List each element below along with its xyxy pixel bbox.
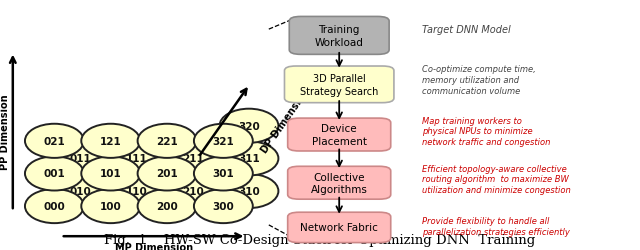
Text: 210: 210 bbox=[182, 186, 204, 196]
Text: 321: 321 bbox=[212, 136, 234, 146]
Text: MP Dimension: MP Dimension bbox=[115, 242, 193, 250]
Ellipse shape bbox=[163, 174, 222, 208]
Text: DP Dimension: DP Dimension bbox=[259, 86, 311, 154]
Ellipse shape bbox=[194, 124, 253, 158]
Ellipse shape bbox=[220, 142, 278, 176]
Text: 000: 000 bbox=[44, 201, 65, 211]
Ellipse shape bbox=[51, 174, 109, 208]
Text: 021: 021 bbox=[44, 136, 65, 146]
Text: 320: 320 bbox=[238, 121, 260, 131]
Text: 301: 301 bbox=[212, 169, 234, 179]
Text: 111: 111 bbox=[125, 154, 147, 164]
Ellipse shape bbox=[81, 189, 140, 223]
FancyBboxPatch shape bbox=[288, 212, 390, 242]
Text: Map training workers to
physical NPUs to minimize
network traffic and congestion: Map training workers to physical NPUs to… bbox=[422, 116, 551, 146]
Text: Network Fabric: Network Fabric bbox=[300, 222, 378, 232]
FancyBboxPatch shape bbox=[288, 166, 390, 199]
Text: Training
Workload: Training Workload bbox=[315, 25, 364, 48]
Text: 110: 110 bbox=[125, 186, 147, 196]
Text: 311: 311 bbox=[238, 154, 260, 164]
Text: Target DNN Model: Target DNN Model bbox=[422, 25, 511, 35]
Ellipse shape bbox=[107, 142, 166, 176]
Text: Collective
Algorithms: Collective Algorithms bbox=[311, 172, 367, 194]
Ellipse shape bbox=[81, 124, 140, 158]
FancyBboxPatch shape bbox=[289, 17, 389, 55]
Ellipse shape bbox=[81, 157, 140, 191]
Ellipse shape bbox=[163, 142, 222, 176]
Text: 3D Parallel
Strategy Search: 3D Parallel Strategy Search bbox=[300, 74, 378, 96]
Ellipse shape bbox=[51, 142, 109, 176]
Text: 221: 221 bbox=[156, 136, 178, 146]
Text: Efficient topology-aware collective
routing algorithm  to maximize BW
utilizatio: Efficient topology-aware collective rout… bbox=[422, 164, 571, 194]
Text: 101: 101 bbox=[100, 169, 122, 179]
Text: 200: 200 bbox=[156, 201, 178, 211]
Ellipse shape bbox=[25, 124, 84, 158]
Text: 011: 011 bbox=[69, 154, 91, 164]
Text: Device
Placement: Device Placement bbox=[312, 124, 367, 146]
FancyBboxPatch shape bbox=[288, 118, 390, 151]
Text: 211: 211 bbox=[182, 154, 204, 164]
Text: 010: 010 bbox=[69, 186, 91, 196]
Ellipse shape bbox=[220, 174, 278, 208]
Text: 100: 100 bbox=[100, 201, 122, 211]
Ellipse shape bbox=[25, 157, 84, 191]
Ellipse shape bbox=[25, 189, 84, 223]
Ellipse shape bbox=[138, 157, 196, 191]
Text: PP Dimension: PP Dimension bbox=[0, 94, 10, 170]
Ellipse shape bbox=[194, 157, 253, 191]
Ellipse shape bbox=[138, 124, 196, 158]
Text: 201: 201 bbox=[156, 169, 178, 179]
Text: 310: 310 bbox=[238, 186, 260, 196]
Text: 001: 001 bbox=[44, 169, 65, 179]
FancyBboxPatch shape bbox=[285, 67, 394, 103]
Ellipse shape bbox=[194, 189, 253, 223]
Text: 121: 121 bbox=[100, 136, 122, 146]
Text: Fig.  1    HW-SW Co-Design Stack for Optimizing DNN  Training: Fig. 1 HW-SW Co-Design Stack for Optimiz… bbox=[104, 233, 536, 246]
Text: Co-optimize compute time,
memory utilization and
communication volume: Co-optimize compute time, memory utiliza… bbox=[422, 65, 536, 95]
Text: 300: 300 bbox=[212, 201, 234, 211]
Text: Provide flexibility to handle all
parallelization strategies efficiently: Provide flexibility to handle all parall… bbox=[422, 216, 570, 236]
Ellipse shape bbox=[107, 174, 166, 208]
Ellipse shape bbox=[138, 189, 196, 223]
Ellipse shape bbox=[220, 109, 278, 143]
